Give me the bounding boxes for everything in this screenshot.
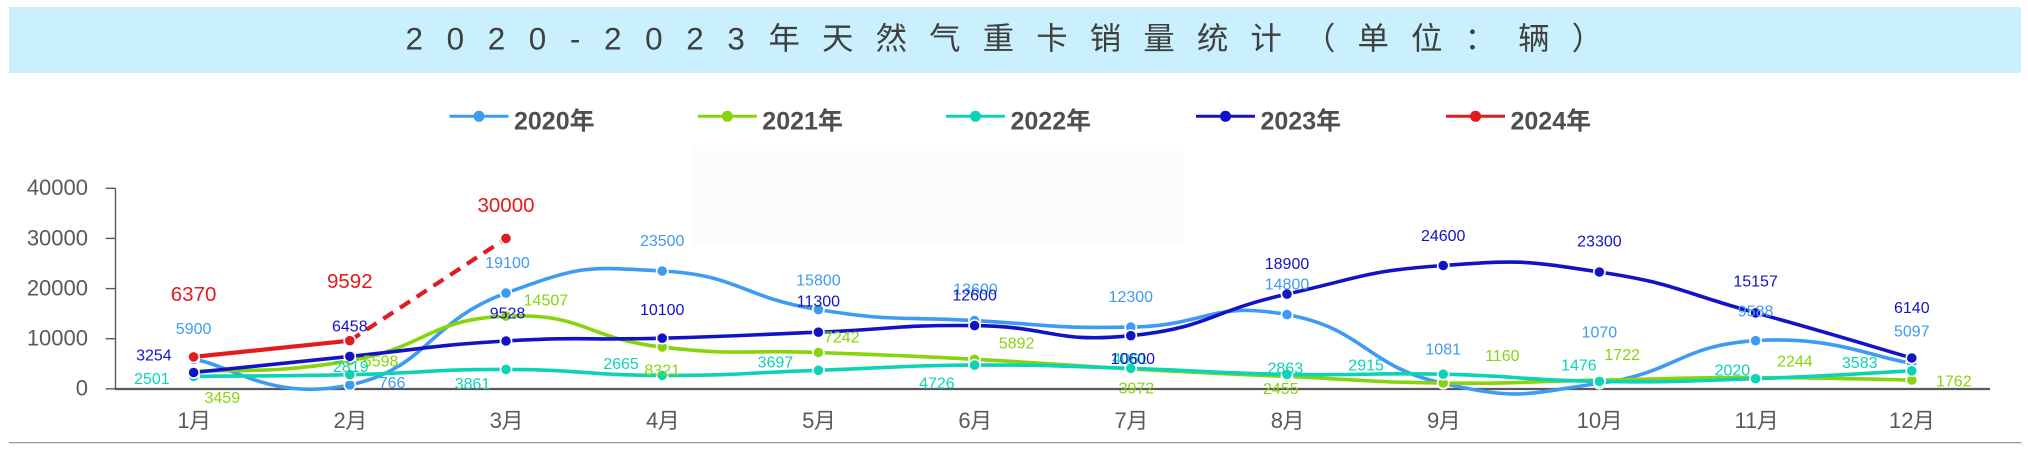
svg-text:30000: 30000 [477,194,534,217]
svg-text:8321: 8321 [644,363,680,380]
svg-text:2: 2 [686,21,703,56]
svg-text:1081: 1081 [1425,341,1461,358]
svg-text:-: - [570,21,580,56]
svg-text:1160: 1160 [1485,348,1520,365]
svg-text:2020: 2020 [1715,363,1751,380]
svg-text:24600: 24600 [1421,228,1466,245]
svg-text:2023: 2023 [1261,108,1317,136]
svg-text:6: 6 [958,408,970,433]
svg-text:5097: 5097 [1894,324,1930,341]
svg-text:2455: 2455 [1263,381,1299,398]
svg-text:4061: 4061 [1112,351,1148,368]
svg-text:11: 11 [1734,408,1757,433]
svg-text:2863: 2863 [1268,360,1304,377]
svg-text:5892: 5892 [999,335,1035,352]
svg-text:19100: 19100 [485,255,530,272]
svg-text:2501: 2501 [134,371,170,388]
svg-text:3972: 3972 [1119,380,1155,397]
svg-text:3: 3 [490,408,502,433]
svg-text:8: 8 [1271,408,1283,433]
svg-text:1070: 1070 [1582,325,1618,342]
svg-text:7242: 7242 [824,330,860,347]
svg-text:0: 0 [76,376,88,401]
svg-text:4: 4 [646,408,658,433]
svg-text:23500: 23500 [640,233,685,250]
svg-text:9588: 9588 [1738,304,1774,321]
svg-text:2024: 2024 [1511,108,1567,136]
svg-text:5: 5 [802,408,814,433]
svg-text:40000: 40000 [27,175,88,200]
svg-text:1: 1 [177,408,189,433]
svg-text:3254: 3254 [136,347,172,364]
svg-text:2819: 2819 [333,359,369,376]
svg-text:18900: 18900 [1265,256,1310,273]
svg-text:4726: 4726 [919,375,955,392]
svg-text:766: 766 [379,375,406,392]
svg-text:7: 7 [1115,408,1127,433]
svg-text:2020: 2020 [514,108,570,136]
svg-text:12600: 12600 [952,288,997,305]
svg-text:2915: 2915 [1348,358,1384,375]
svg-text:12300: 12300 [1109,289,1154,306]
svg-text:1722: 1722 [1604,347,1640,364]
svg-text:2: 2 [604,21,621,56]
svg-text:10000: 10000 [27,326,88,351]
svg-text:15800: 15800 [796,272,841,289]
svg-text:30000: 30000 [27,225,88,250]
svg-text:3861: 3861 [455,376,491,393]
svg-text:2: 2 [406,21,423,56]
svg-text:6370: 6370 [171,283,217,306]
svg-text:2: 2 [488,21,505,56]
svg-text:3583: 3583 [1842,355,1878,372]
svg-text:13600: 13600 [953,282,998,299]
svg-text:3459: 3459 [205,390,241,407]
svg-text:10600: 10600 [1111,351,1156,368]
svg-text:11300: 11300 [797,294,840,311]
svg-text:5900: 5900 [176,321,212,338]
svg-text:1476: 1476 [1561,358,1597,375]
svg-text:10: 10 [1577,408,1601,433]
svg-text:10100: 10100 [640,302,685,319]
svg-text:0: 0 [447,21,464,56]
svg-text:9528: 9528 [490,305,526,322]
svg-text:6458: 6458 [332,319,368,336]
svg-text:9: 9 [1427,408,1439,433]
svg-text:12: 12 [1889,408,1913,433]
svg-text:14800: 14800 [1265,276,1310,293]
svg-text:23300: 23300 [1577,234,1622,251]
svg-text:1762: 1762 [1936,374,1972,391]
svg-text:2244: 2244 [1777,353,1813,370]
svg-text:5598: 5598 [363,354,399,371]
svg-text:15157: 15157 [1733,273,1778,290]
svg-text:14507: 14507 [524,293,569,310]
svg-text:6140: 6140 [1894,300,1930,317]
svg-text:0: 0 [529,21,546,56]
svg-text:3697: 3697 [758,354,794,371]
svg-text:2021: 2021 [762,108,818,136]
svg-text:2: 2 [334,408,346,433]
svg-text:2665: 2665 [603,356,639,373]
svg-text:2022: 2022 [1011,108,1067,136]
svg-text:9592: 9592 [327,270,373,293]
svg-text:20000: 20000 [27,275,88,300]
svg-text:0: 0 [645,21,662,56]
svg-text:3: 3 [727,21,744,56]
